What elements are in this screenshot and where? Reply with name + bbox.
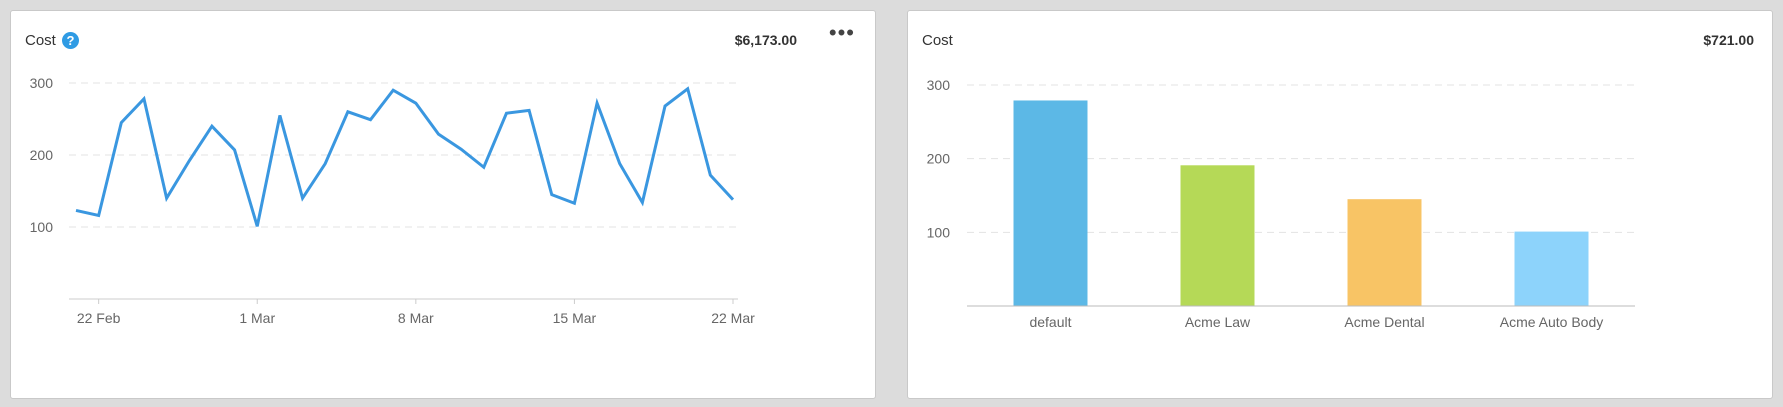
bar	[1514, 231, 1589, 306]
line-chart: 100 200 300 22 Feb 1 Mar 8 Mar 15 Mar 22 Mar	[30, 75, 755, 326]
x-tick-label: default	[1029, 314, 1071, 330]
bar-chart: 100 200 300 default Acme Law Acme Dental Acme …	[927, 77, 1635, 330]
help-icon[interactable]: ?	[62, 32, 79, 49]
more-options-icon[interactable]: •••	[828, 20, 855, 45]
card-total: $721.00	[1703, 32, 1754, 48]
x-tick-label: Acme Dental	[1344, 314, 1424, 330]
x-tick-label: 22 Mar	[711, 310, 755, 326]
card-title: Cost	[25, 32, 56, 49]
x-tick-label: 22 Feb	[77, 310, 121, 326]
y-tick-label: 200	[30, 147, 54, 163]
bar	[1180, 165, 1255, 306]
y-tick-label: 100	[30, 219, 54, 235]
line-chart-card: Cost ? $6,173.00 ••• 100 200 300 22 Feb 1 Ma…	[10, 10, 876, 399]
x-tick-label: Acme Auto Body	[1500, 314, 1604, 330]
series-line	[75, 86, 735, 227]
y-tick-label: 200	[927, 151, 951, 167]
x-tick-label: 1 Mar	[239, 310, 275, 326]
bar	[1013, 100, 1088, 306]
bar-chart-card: Cost $721.00 100 200 300 default Acme Law Acm…	[907, 10, 1773, 399]
x-tick-label: Acme Law	[1185, 314, 1251, 330]
x-tick-label: 15 Mar	[553, 310, 597, 326]
y-tick-label: 100	[927, 224, 951, 240]
x-tick-label: 8 Mar	[398, 310, 434, 326]
bar	[1347, 199, 1422, 306]
y-tick-label: 300	[30, 75, 54, 91]
card-total: $6,173.00	[734, 32, 797, 48]
card-title: Cost	[922, 32, 953, 49]
y-tick-label: 300	[927, 77, 951, 93]
